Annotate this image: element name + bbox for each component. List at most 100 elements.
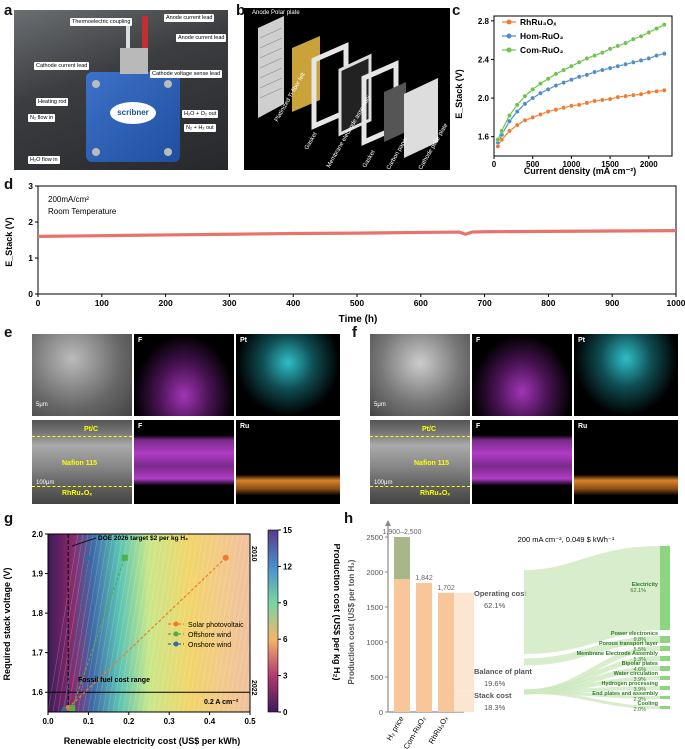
chart-h-ytick-label: 2000 — [366, 568, 383, 577]
chart-c-point — [553, 107, 559, 113]
chart-d-annotation-temp: Room Temperature — [48, 207, 117, 216]
map-label-f-3: F — [476, 337, 481, 344]
chart-h-sankey-left-name: Balance of plant — [474, 667, 532, 676]
chart-h-ytick-label: 0 — [379, 708, 383, 717]
chart-h-ytick-label: 1000 — [366, 638, 383, 647]
chart-h-sankey-left-pct: 18.3% — [484, 703, 506, 712]
chart-g-contour — [122, 533, 154, 713]
scale-top-e: 5μm — [36, 402, 48, 408]
panel-letter-d: d — [4, 176, 14, 193]
map-label-ru-2: Ru — [578, 423, 588, 430]
chart-g-contour — [137, 533, 169, 713]
label-anode-lead-2: Anode current lead — [176, 34, 227, 42]
chart-h-sankey-right-pct: 2.9% — [633, 697, 646, 703]
line-ptc-f — [370, 436, 470, 437]
line-rhru — [32, 486, 132, 487]
chart-g-contour — [222, 533, 254, 713]
chart-g-ytick-label: 1.8 — [32, 609, 44, 618]
line-ptc — [32, 436, 132, 437]
carbon-paper — [384, 82, 406, 142]
chart-h-sankey-right-name: Cooling — [638, 701, 658, 707]
chart-c-xtick-label: 2000 — [640, 160, 658, 169]
chart-d-xlabel: Time (h) — [339, 314, 378, 324]
map-label-pt-2: Pt — [578, 337, 585, 344]
panel-f-images: 5μm F Pt Pt/C Nafion 115 RhRu₃Oₓ 100μm F… — [370, 334, 678, 504]
panel-letter-a: a — [4, 2, 13, 19]
chart-g-colorbar-tick-label: 3 — [283, 672, 288, 681]
chart-c-legend-marker — [506, 47, 512, 53]
exploded-view: Anode Polar plate Platinized Ti fiber fe… — [244, 8, 450, 171]
chart-c-ytick-label: 2.8 — [478, 17, 490, 26]
chart-h-sankey-right-node — [660, 696, 670, 699]
chart-h-ytick-label: 2500 — [366, 533, 383, 542]
cathode-plate — [404, 78, 438, 158]
chart-c-point — [507, 113, 512, 118]
label-cathode-voltage: Cathode voltage sense lead — [150, 70, 223, 78]
chart-d-xtick-label: 1000 — [667, 298, 685, 308]
chart-g-contour — [177, 533, 209, 713]
exploded-view-svg — [258, 16, 438, 158]
chart-g-legend-label: Solar photovoltaic — [188, 622, 244, 629]
chart-g-contour — [87, 533, 119, 713]
chart-g-colorbar — [267, 529, 279, 713]
panel-letter-e: e — [4, 324, 13, 341]
chart-c-point — [654, 26, 659, 31]
sem-top-e: 5μm — [32, 334, 132, 416]
chart-g-ylabel: Required stack voltage (V) — [2, 567, 12, 680]
chart-g-colorbar-tick-label: 0 — [283, 708, 288, 717]
chart-h-sankey-right-node — [660, 636, 670, 643]
chart-h-sankey-right-pct: 5.5% — [633, 647, 646, 653]
chart-g-point — [69, 705, 76, 712]
chart-g-contour — [197, 533, 229, 713]
chart-h-sankey-right-name: Porous transport layer — [599, 641, 659, 647]
chart-c-point — [654, 53, 659, 58]
eds-f-top-e: F — [134, 334, 234, 416]
chart-h-flow-right — [523, 690, 661, 709]
chart-c: 0 500 1000 1500 2000 1.6 2.0 2.4 2.8 RhRu₃Oₓ Hom-R… — [454, 15, 673, 176]
chart-h-sankey-left-pct: 19.6% — [484, 679, 506, 688]
chart-g-legend-label: Onshore wind — [188, 642, 231, 649]
chart-c-point — [514, 122, 520, 128]
chart-d-xtick-label: 100 — [95, 298, 109, 308]
chart-g-series-line — [71, 557, 126, 709]
chart-g-series-line — [67, 557, 227, 709]
chart-h-sankey-right-name: Electricity — [632, 582, 659, 588]
chart-c-point — [522, 101, 528, 107]
chart-c-point — [522, 117, 528, 123]
chart-g-contour — [167, 533, 199, 713]
eds-f-bottom-f: F — [472, 420, 572, 504]
chart-g-legend-marker — [173, 631, 179, 637]
chart-c-point — [584, 100, 590, 106]
chart-c-point — [661, 51, 667, 57]
anode-plate — [258, 16, 284, 118]
chart-g-contour — [172, 533, 204, 713]
chart-c-point — [630, 92, 636, 98]
chart-c-point — [592, 53, 598, 58]
anode-lead — [142, 16, 148, 48]
eds-pt-e: Pt — [236, 334, 340, 416]
chart-c-legend-marker — [506, 33, 512, 39]
chart-g-contour — [217, 533, 249, 713]
chart-h-subtitle: 200 mA cm⁻², 0.049 $ kWh⁻¹ — [518, 535, 615, 544]
chart-d-xtick-label: 0 — [36, 298, 41, 308]
chart-h-bar — [394, 579, 410, 712]
chart-c-xtick-label: 500 — [526, 160, 540, 169]
chart-g-ytick-label: 1.6 — [32, 688, 44, 697]
label-h2o-o2-out: H₂O + O₂ out — [182, 110, 219, 118]
chart-d-annotation-current: 200mA/cm² — [48, 195, 89, 204]
chart-c-point — [568, 63, 574, 69]
chart-g-point — [121, 554, 128, 561]
chart-c-point — [607, 46, 613, 52]
map-label-ru: Ru — [240, 423, 250, 430]
chart-h-sankey-right-pct: 9.8% — [633, 637, 646, 643]
bolt — [92, 148, 100, 156]
chart-c-point — [507, 118, 512, 124]
chart-d-ytick-label: 3 — [28, 181, 33, 191]
chart-c-frame — [493, 15, 673, 157]
label-anode-polar: Anode Polar plate — [252, 10, 300, 16]
panel-letter-c: c — [452, 2, 461, 19]
chart-g-xtick-label: 0.0 — [42, 717, 54, 726]
chart-g-series-line — [63, 557, 89, 709]
chart-c-point — [654, 88, 659, 94]
chart-g-xtick-label: 0.5 — [244, 717, 256, 726]
